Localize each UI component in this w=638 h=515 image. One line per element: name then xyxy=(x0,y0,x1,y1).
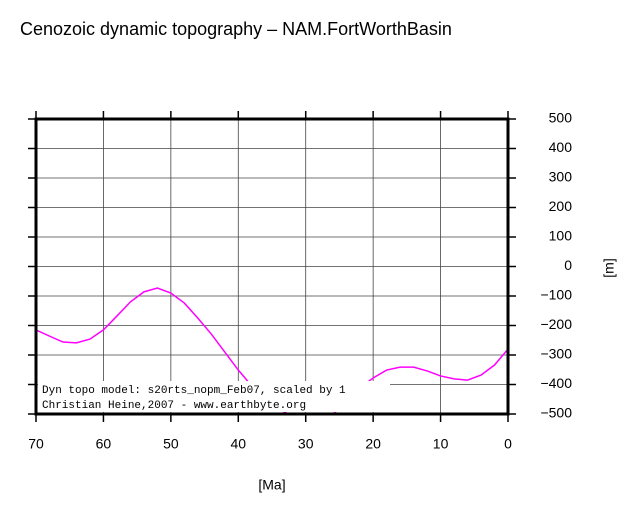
y-tick-label: −400 xyxy=(540,375,572,391)
x-tick-label: 10 xyxy=(433,436,449,452)
x-tick-label: 40 xyxy=(230,436,246,452)
annotation: Dyn topo model: s20rts_nopm_Feb07, scale… xyxy=(42,385,346,397)
x-tick-label: 20 xyxy=(365,436,381,452)
x-tick-label: 0 xyxy=(504,436,512,452)
x-tick-label: 70 xyxy=(28,436,44,452)
y-axis-label: [m] xyxy=(601,258,617,277)
y-tick-label: 500 xyxy=(549,110,573,126)
chart-title: Cenozoic dynamic topography – NAM.FortWo… xyxy=(20,19,452,39)
y-tick-label: 300 xyxy=(549,169,573,185)
y-tick-label: −500 xyxy=(540,405,572,421)
y-tick-label: −300 xyxy=(540,346,572,362)
y-tick-label: 400 xyxy=(549,139,573,155)
y-tick-label: −200 xyxy=(540,316,572,332)
x-axis-label: [Ma] xyxy=(258,477,285,493)
y-tick-label: 100 xyxy=(549,228,573,244)
y-tick-label: 200 xyxy=(549,198,573,214)
y-tick-label: −100 xyxy=(540,287,572,303)
x-tick-label: 50 xyxy=(163,436,179,452)
y-tick-label: 0 xyxy=(564,257,572,273)
grid xyxy=(35,118,509,415)
annotation: Christian Heine,2007 - www.earthbyte.org xyxy=(42,400,306,412)
x-tick-label: 60 xyxy=(96,436,112,452)
annotation-box xyxy=(38,381,390,412)
x-tick-label: 30 xyxy=(298,436,314,452)
